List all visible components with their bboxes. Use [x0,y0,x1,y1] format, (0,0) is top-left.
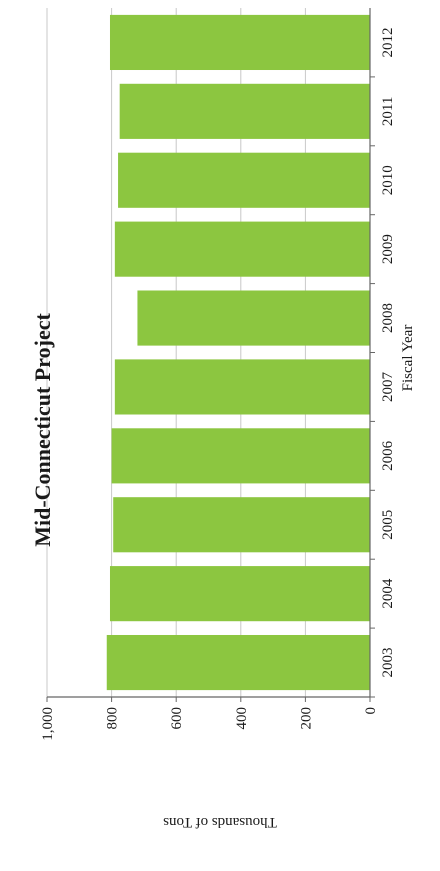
bar-2006 [111,428,370,484]
x-axis-title: Fiscal Year [400,325,416,392]
y-axis-title: Thousands of Tons [163,814,277,830]
y-tick-label: 400 [234,707,250,730]
x-tick-label: 2012 [380,27,396,57]
x-tick-label: 2011 [380,97,396,126]
bar-2009 [114,221,370,277]
x-tick-label: 2003 [380,648,396,678]
y-tick-label: 200 [298,707,314,730]
chart-title: Mid-Connecticut Project [30,313,55,547]
x-tick-label: 2009 [380,234,396,264]
bar-2008 [137,290,370,346]
x-tick-label: 2008 [380,303,396,333]
x-tick-label: 2010 [380,165,396,195]
bar-2011 [119,83,370,139]
y-tick-label: 600 [169,707,185,730]
bar-2003 [106,634,370,691]
bar-2005 [113,497,370,553]
x-tick-label: 2005 [380,510,396,540]
y-tick-label: 1,000 [40,707,56,741]
axes [46,8,375,702]
y-tick-label: 0 [363,707,379,715]
bar-2012 [109,14,371,71]
bar-2004 [109,566,371,622]
bars [106,14,371,691]
bar-2007 [114,359,370,415]
x-tick-label: 2004 [380,578,396,609]
bar-2010 [118,152,370,208]
tick-labels: 0 200 400 600 800 1,000 2003 2004 2005 2006 2007 20… [40,27,396,740]
x-tick-label: 2006 [380,440,396,471]
y-tick-label: 800 [105,707,121,730]
x-tick-label: 2007 [380,371,396,402]
